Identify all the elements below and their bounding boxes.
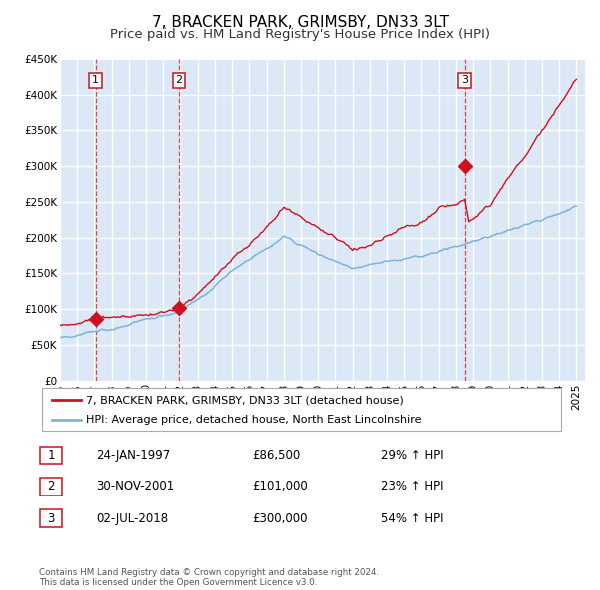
Text: £300,000: £300,000 (252, 512, 308, 525)
FancyBboxPatch shape (42, 388, 561, 431)
FancyBboxPatch shape (40, 447, 62, 464)
Text: HPI: Average price, detached house, North East Lincolnshire: HPI: Average price, detached house, Nort… (86, 415, 422, 425)
Text: 7, BRACKEN PARK, GRIMSBY, DN33 3LT: 7, BRACKEN PARK, GRIMSBY, DN33 3LT (151, 15, 449, 30)
Text: 1: 1 (47, 449, 55, 462)
Text: 2: 2 (176, 76, 182, 86)
Text: Contains HM Land Registry data © Crown copyright and database right 2024.
This d: Contains HM Land Registry data © Crown c… (39, 568, 379, 587)
Text: 54% ↑ HPI: 54% ↑ HPI (381, 512, 443, 525)
Text: 3: 3 (47, 512, 55, 525)
FancyBboxPatch shape (40, 509, 62, 527)
Text: 3: 3 (461, 76, 468, 86)
Text: 30-NOV-2001: 30-NOV-2001 (96, 480, 174, 493)
Text: 29% ↑ HPI: 29% ↑ HPI (381, 449, 443, 462)
Text: 23% ↑ HPI: 23% ↑ HPI (381, 480, 443, 493)
Text: 7, BRACKEN PARK, GRIMSBY, DN33 3LT (detached house): 7, BRACKEN PARK, GRIMSBY, DN33 3LT (deta… (86, 395, 404, 405)
Text: 1: 1 (92, 76, 99, 86)
Text: £86,500: £86,500 (252, 449, 300, 462)
Text: Price paid vs. HM Land Registry's House Price Index (HPI): Price paid vs. HM Land Registry's House … (110, 28, 490, 41)
Text: 02-JUL-2018: 02-JUL-2018 (96, 512, 168, 525)
Text: 24-JAN-1997: 24-JAN-1997 (96, 449, 170, 462)
Text: £101,000: £101,000 (252, 480, 308, 493)
FancyBboxPatch shape (40, 478, 62, 496)
Text: 2: 2 (47, 480, 55, 493)
